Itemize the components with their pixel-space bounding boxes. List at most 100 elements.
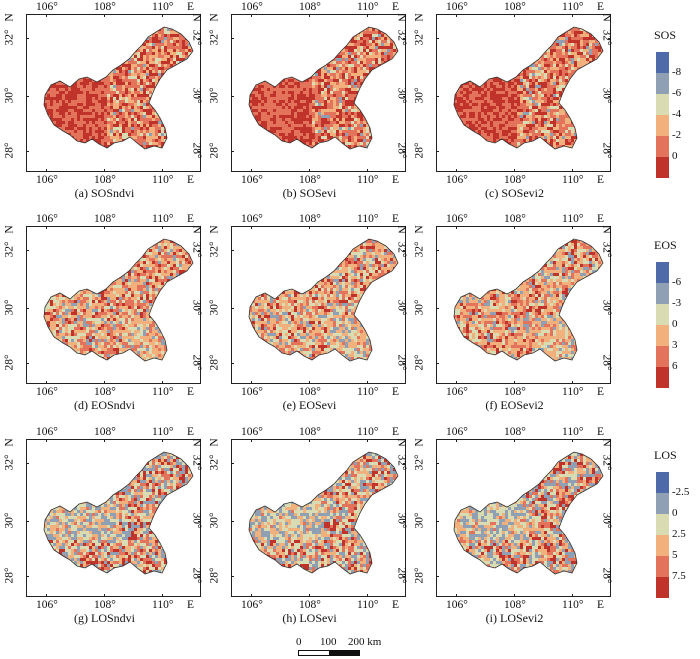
map-canvas (248, 451, 399, 575)
tick-mark (162, 381, 163, 384)
map-panel: 106° 106° 108° 108° 110° 110° E E 28° 28° 30° 30° 32… (412, 426, 617, 626)
x-tick-label-top: 106° (241, 213, 263, 225)
tick-mark (26, 463, 29, 464)
legend-swatch (656, 325, 669, 346)
y-tick-label-left: 28° (4, 142, 16, 158)
legend-swatch (656, 472, 669, 493)
x-tick-label-top: 110° (152, 1, 173, 13)
tick-mark (198, 463, 201, 464)
tick-mark (251, 169, 252, 172)
tick-mark (436, 576, 439, 577)
panel-caption: (i) LOSevi2 (412, 611, 617, 626)
map-canvas (453, 451, 604, 575)
tick-mark (436, 96, 439, 97)
map-frame (436, 226, 611, 384)
tick-mark (572, 169, 573, 172)
y-tick-label-left: 32° (209, 29, 221, 45)
tick-mark (572, 594, 573, 597)
panel-caption: (e) EOSevi (207, 398, 412, 413)
y-tick-label-left: 30° (4, 512, 16, 528)
legend-swatch (656, 73, 669, 94)
tick-mark (456, 439, 457, 442)
lon-unit-top: E (392, 426, 399, 438)
legend-swatch (656, 304, 669, 325)
tick-mark (231, 308, 234, 309)
lat-unit-left: N (4, 13, 16, 21)
lon-unit-bottom: E (597, 386, 604, 398)
x-tick-label-top: 106° (446, 213, 468, 225)
tick-mark (231, 151, 234, 152)
tick-mark (162, 169, 163, 172)
tick-mark (367, 594, 368, 597)
tick-mark (46, 594, 47, 597)
map-frame (26, 439, 201, 597)
lat-unit-left: N (4, 225, 16, 233)
map-canvas (453, 238, 604, 362)
tick-mark (572, 14, 573, 17)
tick-mark (309, 439, 310, 442)
y-tick-label-left: 32° (209, 241, 221, 257)
legend-swatch (656, 556, 669, 577)
lon-unit-bottom: E (187, 599, 194, 611)
x-tick-label-bottom: 110° (562, 386, 583, 398)
raster-layer (249, 27, 398, 149)
panel-caption: (g) LOSndvi (2, 611, 207, 626)
x-tick-label-top: 108° (299, 426, 321, 438)
y-tick-label-left: 30° (4, 299, 16, 315)
tick-mark (198, 576, 201, 577)
map-canvas (43, 238, 194, 362)
lon-unit-bottom: E (597, 174, 604, 186)
legend-swatch (656, 52, 669, 73)
tick-mark (608, 151, 611, 152)
x-tick-label-top: 110° (562, 213, 583, 225)
tick-mark (309, 381, 310, 384)
tick-mark (367, 226, 368, 229)
tick-mark (608, 250, 611, 251)
tick-mark (514, 594, 515, 597)
tick-mark (104, 439, 105, 442)
raster-layer (454, 27, 603, 149)
y-tick-label-left: 32° (414, 29, 426, 45)
panel-caption: (h) LOSevi (207, 611, 412, 626)
lat-unit-left: N (209, 13, 221, 21)
legend-label: -4 (672, 108, 681, 120)
legend-title: LOS (654, 448, 677, 463)
x-tick-label-top: 110° (357, 1, 378, 13)
lat-unit-right: N (191, 438, 203, 446)
legend-swatch (656, 367, 669, 388)
tick-mark (231, 250, 234, 251)
y-tick-label-left: 30° (4, 87, 16, 103)
y-tick-label-left: 28° (414, 567, 426, 583)
x-tick-label-top: 108° (299, 213, 321, 225)
tick-mark (367, 439, 368, 442)
panel-caption: (f) EOSevi2 (412, 398, 617, 413)
tick-mark (608, 308, 611, 309)
y-tick-label-left: 28° (4, 354, 16, 370)
x-tick-label-top: 108° (94, 1, 116, 13)
tick-mark (231, 96, 234, 97)
x-tick-label-top: 106° (241, 426, 263, 438)
map-frame (231, 439, 406, 597)
tick-mark (26, 151, 29, 152)
y-tick-label-left: 32° (209, 454, 221, 470)
tick-mark (198, 151, 201, 152)
lon-unit-bottom: E (597, 599, 604, 611)
legend-swatch (656, 136, 669, 157)
lat-unit-left: N (414, 225, 426, 233)
panel-caption: (a) SOSndvi (2, 186, 207, 201)
region-boundary (248, 238, 399, 362)
tick-mark (514, 14, 515, 17)
x-tick-label-bottom: 106° (446, 174, 468, 186)
tick-mark (403, 363, 406, 364)
map-panel: 106° 106° 108° 108° 110° 110° E E 28° 28° 30° 30° 32… (412, 1, 617, 200)
tick-mark (162, 14, 163, 17)
y-tick-label-left: 30° (414, 512, 426, 528)
tick-mark (514, 439, 515, 442)
tick-mark (162, 594, 163, 597)
x-tick-label-bottom: 108° (94, 386, 116, 398)
tick-mark (403, 250, 406, 251)
tick-mark (26, 576, 29, 577)
tick-mark (456, 381, 457, 384)
lon-unit-bottom: E (187, 174, 194, 186)
x-tick-label-bottom: 108° (299, 386, 321, 398)
